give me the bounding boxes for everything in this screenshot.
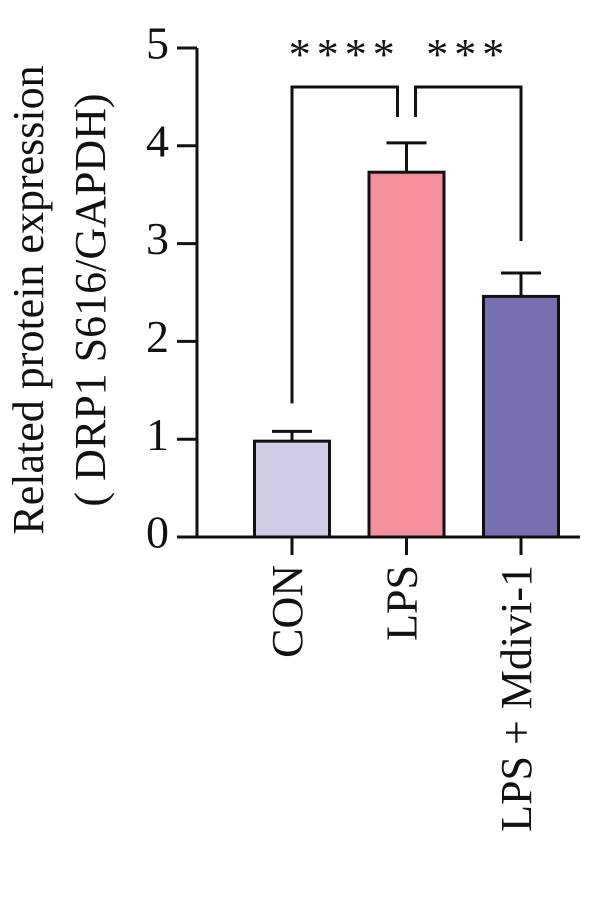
y-tick-label: 1 [146,409,169,460]
bar [482,294,560,539]
y-tick-label: 5 [146,18,169,69]
x-tick-label: LPS [378,565,427,641]
bar [253,439,331,539]
y-tick-label: 4 [146,115,169,166]
significance-bracket [290,85,399,404]
significance-label: *** [426,30,510,79]
x-tick-label: LPS + Mdivi-1 [492,565,541,832]
y-axis-label: ( DRP1 S616/GAPDH) [66,93,115,506]
bar [367,170,446,539]
significance-label: **** [289,30,401,79]
y-tick-label: 3 [146,213,169,264]
significance-bracket [414,85,523,241]
y-axis-label: Related protein expression [4,65,53,534]
y-tick-label: 0 [146,507,169,558]
y-tick-label: 2 [146,311,169,362]
x-tick-label: CON [263,565,312,658]
